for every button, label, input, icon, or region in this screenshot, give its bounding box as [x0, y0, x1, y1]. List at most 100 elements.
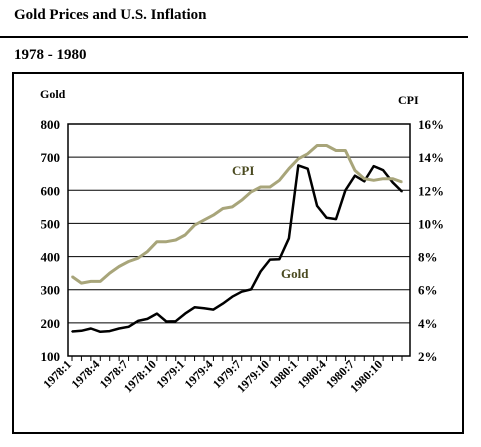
data-point-gold — [212, 308, 215, 311]
data-point-cpi — [127, 260, 130, 263]
data-point-gold — [401, 190, 403, 193]
data-point-cpi — [288, 167, 290, 170]
data-point-gold — [165, 320, 168, 323]
data-point-cpi — [108, 272, 111, 274]
left-tick-label: 800 — [41, 117, 61, 132]
x-axis-ticks: 1978:11978:41978:71978:101979:11979:4197… — [40, 356, 403, 395]
series-lines — [71, 144, 403, 334]
data-point-cpi — [391, 177, 394, 180]
data-point-cpi — [335, 149, 337, 152]
data-point-cpi — [165, 240, 168, 243]
left-tick-label: 700 — [41, 150, 61, 165]
data-point-gold — [259, 270, 262, 273]
left-tick-label: 400 — [41, 250, 61, 265]
data-point-cpi — [401, 181, 403, 183]
annotation-cpi: CPI — [232, 163, 254, 178]
data-point-cpi — [118, 265, 120, 268]
data-point-gold — [203, 307, 205, 310]
series-line-cpi — [71, 144, 403, 285]
data-point-cpi — [174, 239, 177, 241]
page-title: Gold Prices and U.S. Inflation — [14, 7, 207, 23]
data-point-gold — [269, 258, 271, 261]
left-tick-label: 300 — [41, 283, 61, 298]
data-point-cpi — [306, 153, 309, 155]
page-subtitle: 1978 - 1980 — [14, 47, 87, 63]
left-tick-label: 600 — [41, 183, 61, 198]
data-point-cpi — [80, 282, 83, 284]
data-point-cpi — [325, 144, 328, 147]
data-point-cpi — [212, 214, 215, 216]
data-point-gold — [250, 288, 252, 291]
right-tick-label: 8% — [418, 250, 438, 265]
data-point-gold — [90, 327, 92, 330]
data-point-gold — [325, 216, 328, 219]
data-point-cpi — [363, 177, 366, 180]
grid-lines — [68, 156, 410, 324]
left-tick-label: 500 — [41, 216, 61, 231]
right-axis-title: CPI — [398, 93, 419, 107]
data-point-cpi — [354, 169, 356, 172]
title-rule — [0, 36, 468, 38]
right-tick-label: 10% — [418, 216, 444, 231]
left-axis-ticks: 800 700 600 500 400 300 200 100 — [41, 117, 61, 364]
x-tick-label: 1979:1 — [153, 357, 187, 391]
data-point-cpi — [269, 186, 271, 188]
data-point-cpi — [250, 191, 252, 193]
data-point-cpi — [71, 275, 73, 278]
data-point-gold — [231, 295, 234, 298]
x-tick-label: 1978:4 — [68, 357, 102, 391]
data-point-cpi — [156, 240, 158, 243]
data-point-gold — [184, 312, 186, 315]
data-point-gold — [137, 320, 139, 322]
data-point-cpi — [259, 186, 262, 188]
data-point-cpi — [316, 144, 318, 147]
axes — [67, 123, 411, 357]
left-tick-label: 200 — [41, 316, 61, 331]
data-point-gold — [278, 258, 281, 261]
data-point-cpi — [372, 179, 375, 182]
x-tick-label: 1980:1 — [266, 357, 300, 391]
data-point-gold — [118, 327, 120, 330]
chart-frame — [12, 72, 464, 434]
data-point-gold — [174, 320, 177, 323]
data-point-cpi — [344, 149, 347, 152]
data-point-gold — [391, 181, 394, 184]
right-tick-label: 2% — [418, 349, 438, 364]
data-point-gold — [127, 326, 130, 328]
data-point-cpi — [222, 207, 224, 210]
data-point-gold — [344, 189, 347, 192]
data-point-gold — [382, 169, 384, 171]
data-point-cpi — [231, 206, 234, 208]
data-point-gold — [222, 302, 224, 305]
data-point-gold — [363, 180, 366, 183]
data-point-gold — [372, 165, 375, 167]
data-point-gold — [316, 205, 318, 207]
data-point-gold — [240, 290, 243, 293]
data-point-cpi — [137, 257, 139, 260]
data-point-cpi — [193, 224, 196, 226]
data-point-cpi — [382, 177, 384, 180]
right-tick-label: 4% — [418, 316, 438, 331]
data-point-cpi — [240, 199, 243, 202]
x-tick-label: 1979:4 — [182, 357, 216, 391]
data-point-gold — [297, 164, 300, 167]
right-axis-ticks: 16% 14% 12% 10% 8% 6% 4% 2% — [418, 117, 444, 364]
data-point-cpi — [146, 250, 149, 253]
data-point-gold — [156, 312, 158, 315]
annotation-gold: Gold — [281, 266, 309, 281]
data-point-gold — [99, 331, 102, 333]
data-point-gold — [288, 237, 290, 240]
data-point-cpi — [278, 179, 281, 182]
series-line-gold — [71, 164, 403, 334]
data-point-cpi — [90, 280, 92, 283]
left-axis-title: Gold — [40, 87, 66, 101]
data-point-cpi — [297, 158, 300, 160]
data-point-cpi — [203, 219, 205, 221]
right-tick-label: 6% — [418, 283, 438, 298]
data-point-cpi — [184, 234, 186, 236]
x-tick-label: 1980:4 — [295, 357, 329, 391]
right-tick-label: 16% — [418, 117, 444, 132]
right-tick-label: 12% — [418, 183, 444, 198]
data-point-gold — [108, 330, 111, 332]
